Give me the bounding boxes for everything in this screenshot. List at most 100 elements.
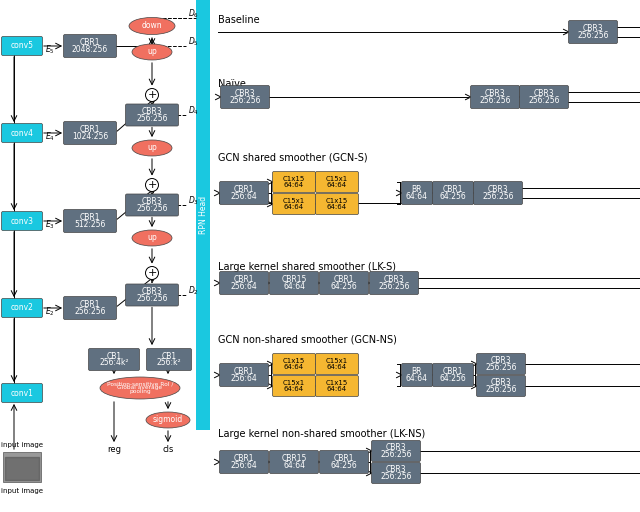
Ellipse shape bbox=[132, 230, 172, 246]
Text: Global average: Global average bbox=[117, 386, 163, 391]
FancyBboxPatch shape bbox=[474, 181, 522, 204]
FancyBboxPatch shape bbox=[433, 364, 474, 387]
FancyBboxPatch shape bbox=[401, 181, 433, 204]
Text: 256:4k²: 256:4k² bbox=[99, 358, 129, 367]
FancyBboxPatch shape bbox=[319, 451, 369, 474]
FancyBboxPatch shape bbox=[125, 284, 179, 306]
Ellipse shape bbox=[132, 44, 172, 60]
FancyBboxPatch shape bbox=[88, 349, 140, 371]
Text: 64:64: 64:64 bbox=[283, 461, 305, 470]
Text: 256:k²: 256:k² bbox=[157, 358, 181, 367]
Text: 256:256: 256:256 bbox=[485, 362, 516, 372]
Text: +: + bbox=[147, 180, 157, 190]
Text: 256:256: 256:256 bbox=[136, 204, 168, 212]
Text: $E_2$: $E_2$ bbox=[45, 306, 55, 318]
Text: 64:64: 64:64 bbox=[284, 182, 304, 188]
Text: CBR3: CBR3 bbox=[491, 378, 511, 387]
FancyBboxPatch shape bbox=[147, 349, 191, 371]
FancyBboxPatch shape bbox=[220, 364, 269, 387]
Text: 256:64: 256:64 bbox=[230, 282, 257, 291]
Text: CBR1: CBR1 bbox=[443, 185, 463, 194]
Text: CBR1: CBR1 bbox=[234, 367, 254, 376]
Text: BR: BR bbox=[412, 367, 422, 376]
Circle shape bbox=[145, 179, 159, 191]
Text: CBR1: CBR1 bbox=[333, 454, 355, 463]
FancyBboxPatch shape bbox=[1, 211, 42, 230]
Text: Baseline: Baseline bbox=[218, 15, 260, 25]
FancyBboxPatch shape bbox=[273, 172, 316, 193]
Text: C1x15: C1x15 bbox=[283, 176, 305, 182]
Text: 64:256: 64:256 bbox=[331, 282, 357, 291]
FancyBboxPatch shape bbox=[220, 451, 269, 474]
Text: 64:64: 64:64 bbox=[327, 386, 347, 392]
FancyBboxPatch shape bbox=[1, 123, 42, 142]
FancyBboxPatch shape bbox=[477, 375, 525, 396]
FancyBboxPatch shape bbox=[401, 364, 433, 387]
Text: $E_3$: $E_3$ bbox=[45, 219, 55, 231]
Ellipse shape bbox=[146, 412, 190, 428]
Text: CBR1: CBR1 bbox=[234, 185, 254, 194]
Text: 64:64: 64:64 bbox=[284, 386, 304, 392]
FancyBboxPatch shape bbox=[316, 172, 358, 193]
Circle shape bbox=[145, 267, 159, 280]
Text: conv5: conv5 bbox=[10, 41, 33, 51]
Text: conv3: conv3 bbox=[10, 217, 33, 225]
Text: reg: reg bbox=[107, 445, 121, 455]
Text: 256:256: 256:256 bbox=[485, 385, 516, 394]
Text: +: + bbox=[147, 268, 157, 278]
FancyBboxPatch shape bbox=[273, 194, 316, 215]
Text: CBR1: CBR1 bbox=[80, 301, 100, 309]
Text: cls: cls bbox=[163, 445, 173, 455]
FancyBboxPatch shape bbox=[220, 181, 269, 204]
Text: 256:256: 256:256 bbox=[380, 450, 412, 459]
Text: GCN shared smoother (GCN-S): GCN shared smoother (GCN-S) bbox=[218, 152, 367, 162]
Text: CBR1: CBR1 bbox=[234, 454, 254, 463]
Text: CBR3: CBR3 bbox=[491, 356, 511, 365]
Text: CBR3: CBR3 bbox=[141, 197, 163, 206]
Text: GCN non-shared smoother (GCN-NS): GCN non-shared smoother (GCN-NS) bbox=[218, 334, 397, 344]
Text: Naïve: Naïve bbox=[218, 79, 246, 89]
FancyBboxPatch shape bbox=[196, 0, 210, 430]
Text: Large kernel non-shared smoother (LK-NS): Large kernel non-shared smoother (LK-NS) bbox=[218, 429, 425, 439]
Text: 256:256: 256:256 bbox=[380, 472, 412, 481]
Text: CBR1: CBR1 bbox=[234, 275, 254, 284]
Text: up: up bbox=[147, 48, 157, 56]
FancyBboxPatch shape bbox=[371, 462, 420, 483]
Text: 256:256: 256:256 bbox=[74, 307, 106, 316]
Text: input image: input image bbox=[1, 488, 43, 494]
Text: CBR3: CBR3 bbox=[386, 465, 406, 474]
Text: $D_6$: $D_6$ bbox=[188, 8, 199, 20]
Text: conv4: conv4 bbox=[10, 129, 33, 138]
Text: C1x15: C1x15 bbox=[326, 198, 348, 204]
Text: 64:64: 64:64 bbox=[327, 364, 347, 370]
Text: CBR3: CBR3 bbox=[488, 185, 508, 194]
Text: $D_4$: $D_4$ bbox=[188, 105, 199, 117]
Text: 1024:256: 1024:256 bbox=[72, 132, 108, 141]
Text: 512:256: 512:256 bbox=[74, 220, 106, 229]
Text: input image: input image bbox=[1, 442, 43, 448]
Text: CBR1: CBR1 bbox=[443, 367, 463, 376]
Text: CBR1: CBR1 bbox=[80, 38, 100, 47]
Text: conv1: conv1 bbox=[11, 389, 33, 397]
Text: pooling: pooling bbox=[129, 389, 151, 394]
Text: C15x1: C15x1 bbox=[326, 358, 348, 364]
Text: 64:64: 64:64 bbox=[327, 182, 347, 188]
Text: C15x1: C15x1 bbox=[283, 380, 305, 386]
FancyBboxPatch shape bbox=[63, 34, 116, 57]
Text: CB1: CB1 bbox=[161, 352, 177, 361]
Text: 64:256: 64:256 bbox=[440, 374, 467, 382]
Ellipse shape bbox=[129, 17, 175, 34]
Text: 64:256: 64:256 bbox=[440, 191, 467, 201]
FancyBboxPatch shape bbox=[3, 452, 41, 482]
FancyBboxPatch shape bbox=[1, 383, 42, 402]
Text: 256:256: 256:256 bbox=[229, 96, 260, 104]
Text: $E_5$: $E_5$ bbox=[45, 44, 55, 56]
Text: 64:64: 64:64 bbox=[406, 374, 428, 382]
Text: CBR15: CBR15 bbox=[282, 454, 307, 463]
Text: up: up bbox=[147, 233, 157, 243]
Text: CBR15: CBR15 bbox=[282, 275, 307, 284]
Text: CBR1: CBR1 bbox=[333, 275, 355, 284]
Text: 64:64: 64:64 bbox=[284, 204, 304, 210]
Text: 64:256: 64:256 bbox=[331, 461, 357, 470]
FancyBboxPatch shape bbox=[369, 271, 419, 294]
